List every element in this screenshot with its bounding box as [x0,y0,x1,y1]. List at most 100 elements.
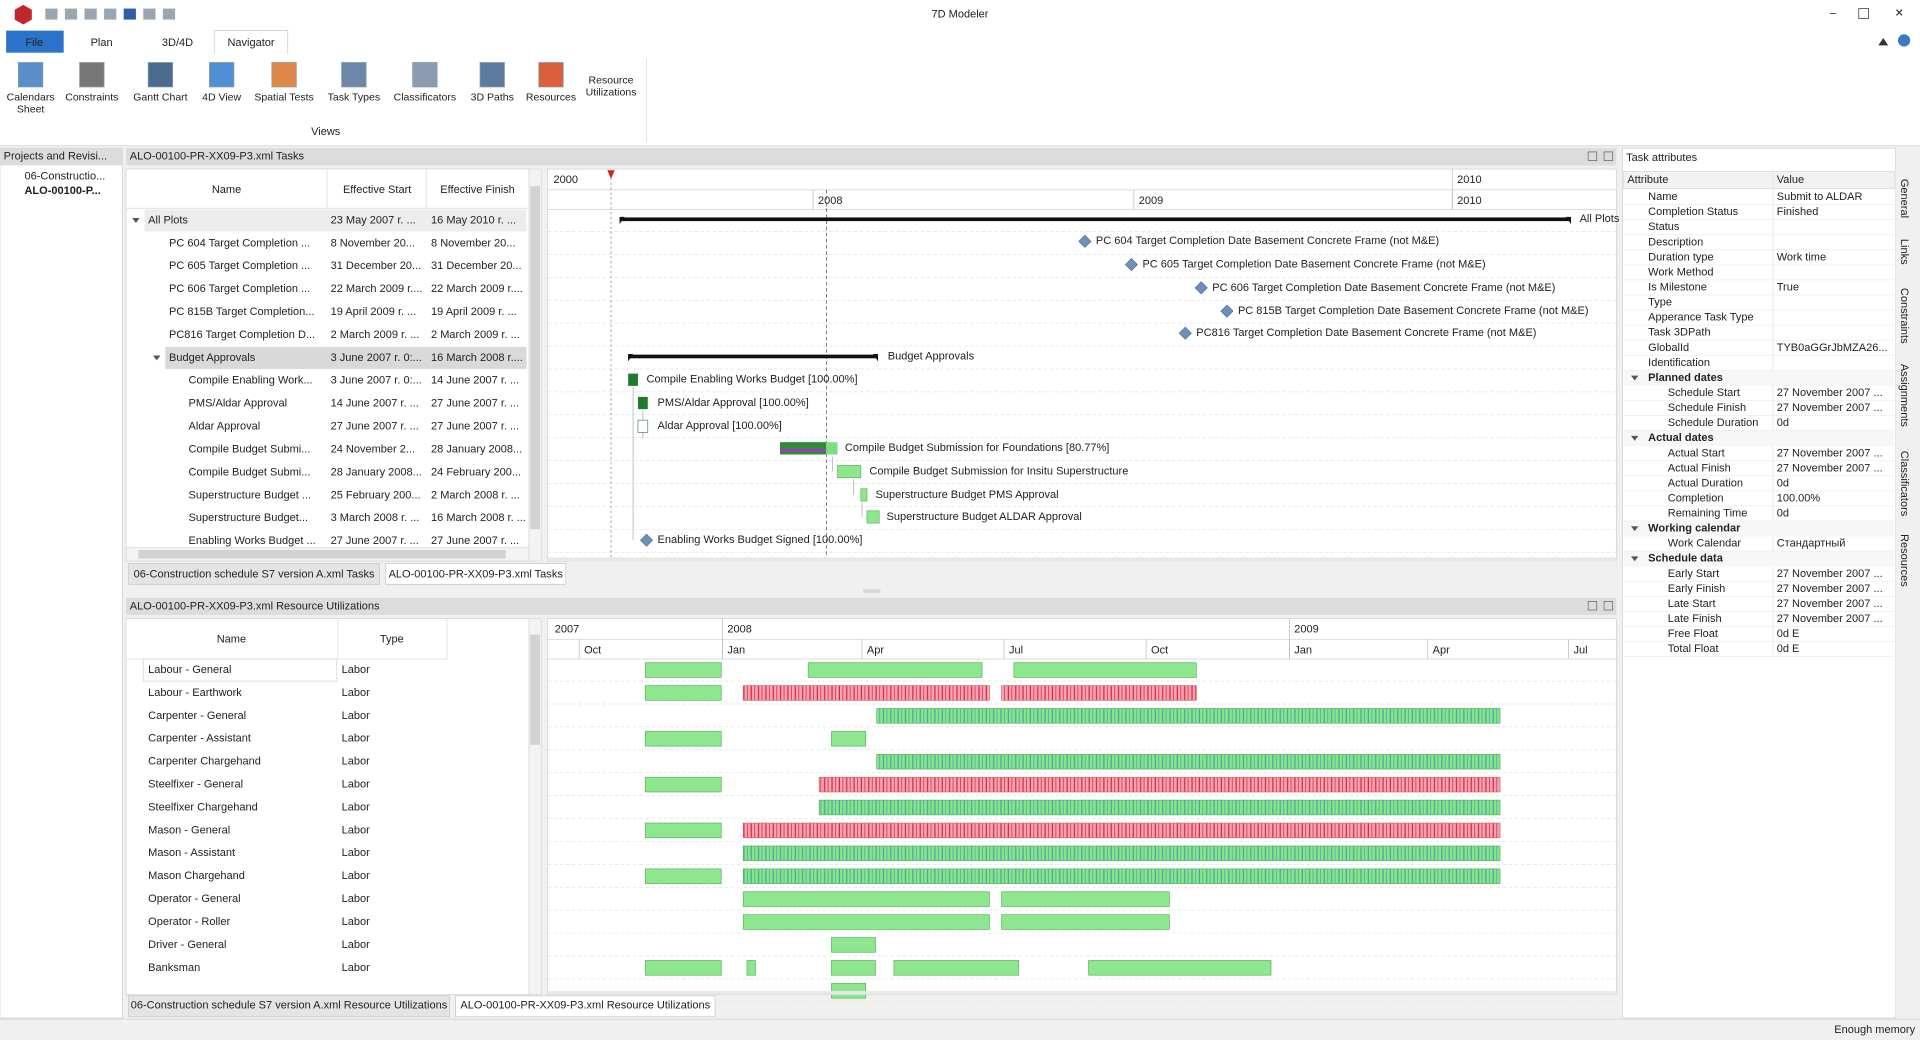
task-bar[interactable] [638,420,648,432]
ribbon-button-icon[interactable] [80,62,104,86]
document-tab-label[interactable]: 06-Construction schedule S7 version A.xm… [134,568,375,580]
side-tab[interactable]: Assignments [1898,364,1910,428]
task-name[interactable]: Compile Budget Submi... [189,443,311,455]
utilization-bar[interactable] [1002,915,1170,930]
utilization-bar[interactable] [645,777,721,792]
ribbon-button[interactable]: Spatial Tests [252,92,316,121]
utilization-bar[interactable] [877,709,1500,724]
resource-name[interactable]: Operator - Roller [148,916,230,928]
quick-access-icon[interactable] [104,9,116,20]
splitter-grip[interactable] [863,589,880,593]
document-tab-label[interactable]: 06-Construction schedule S7 version A.xm… [131,1000,448,1012]
task-name[interactable]: Superstructure Budget... [189,512,308,524]
attribute-group[interactable]: Working calendar [1648,523,1741,535]
scroll-thumb[interactable] [530,186,540,529]
attribute-group[interactable]: Actual dates [1648,432,1714,444]
minimize-button[interactable]: – [1830,7,1837,19]
resource-name[interactable]: Mason - General [148,824,230,836]
utilization-bar[interactable] [645,960,721,975]
project-item[interactable]: ALO-00100-P... [24,185,100,197]
ribbon-button-icon[interactable] [272,62,296,86]
utilization-bar[interactable] [894,960,1019,975]
ribbon-tab[interactable]: File [25,37,43,49]
resource-name[interactable]: Carpenter Chargehand [148,756,261,768]
utilization-bar[interactable] [1014,663,1196,678]
ribbon-button[interactable]: Resources [519,92,583,121]
quick-access-icon[interactable] [143,9,155,20]
task-name[interactable]: PC 604 Target Completion ... [169,237,310,249]
help-icon[interactable] [1898,34,1910,46]
ribbon-button-icon[interactable] [539,62,563,86]
scroll-thumb[interactable] [138,550,505,559]
document-tab-label[interactable]: ALO-00100-PR-XX09-P3.xml Tasks [389,568,564,580]
scroll-thumb[interactable] [530,635,540,745]
resource-name[interactable]: Steelfixer Chargehand [148,801,258,813]
resource-name[interactable]: Operator - General [148,893,240,905]
ribbon-button-label[interactable]: Resources [519,92,583,104]
utilization-bar[interactable] [645,731,721,746]
utilization-bar[interactable] [831,960,875,975]
ribbon-button[interactable]: Resource Utilizations [579,75,643,104]
attribute-group[interactable]: Schedule data [1648,553,1724,565]
task-name[interactable]: PC 606 Target Completion ... [169,283,310,295]
utilization-bar[interactable] [645,686,721,701]
ribbon-button-icon[interactable] [148,62,172,86]
utilization-bar[interactable] [743,823,1500,838]
task-bar[interactable] [867,511,879,523]
resource-name[interactable]: Mason Chargehand [148,870,245,882]
ribbon-button-label[interactable]: 4D View [190,92,254,104]
ribbon-button-label[interactable]: Resource Utilizations [579,75,643,98]
task-name[interactable]: Enabling Works Budget ... [189,535,316,547]
task-name[interactable]: PC816 Target Completion D... [169,329,315,341]
resource-name[interactable]: Labour - Earthwork [148,687,242,699]
utilization-bar[interactable] [743,915,989,930]
quick-access-icon[interactable] [84,9,96,20]
attribute-group[interactable]: Planned dates [1648,372,1723,384]
quick-access-icon[interactable] [124,9,136,20]
task-name[interactable]: All Plots [148,214,188,226]
utilization-bar[interactable] [831,983,865,998]
ribbon-button-icon[interactable] [342,62,366,86]
ribbon-button-icon[interactable] [413,62,437,86]
ribbon-button-label[interactable]: Constraints [60,92,124,104]
ribbon-tab[interactable]: Navigator [227,37,274,49]
task-bar[interactable] [838,465,861,477]
ribbon-button-icon[interactable] [209,62,233,86]
ribbon-button-label[interactable]: Task Types [322,92,386,104]
ribbon-button[interactable]: 4D View [190,92,254,121]
ribbon-button-label[interactable]: Calendars Sheet [0,92,62,115]
utilization-bar[interactable] [645,663,721,678]
quick-access-icon[interactable] [45,9,57,20]
side-tab[interactable]: Resources [1898,534,1910,587]
ribbon-button[interactable]: Task Types [322,92,386,121]
task-name[interactable]: PMS/Aldar Approval [189,398,288,410]
ribbon-button[interactable]: 3D Paths [460,92,524,121]
resource-name[interactable]: Carpenter - Assistant [148,733,251,745]
utilization-bar[interactable] [645,823,721,838]
ribbon-button[interactable]: Constraints [60,92,124,121]
utilization-bar[interactable] [819,777,1500,792]
side-tab[interactable]: General [1898,179,1910,218]
utilization-bar[interactable] [743,686,989,701]
quick-access-icon[interactable] [163,9,175,20]
utilization-bar[interactable] [743,892,989,907]
ribbon-button-label[interactable]: Classificators [393,92,457,104]
task-name[interactable]: Compile Enabling Work... [189,375,313,387]
task-bar[interactable] [861,489,867,501]
utilization-bar[interactable] [831,731,865,746]
side-tab[interactable]: Constraints [1898,288,1910,344]
ribbon-button-label[interactable]: 3D Paths [460,92,524,104]
task-name[interactable]: Superstructure Budget ... [189,489,311,501]
utilization-bar[interactable] [819,800,1500,815]
resource-name[interactable]: Driver - General [148,939,226,951]
utilization-bar[interactable] [1002,892,1170,907]
utilization-bar[interactable] [743,869,1500,884]
resource-name[interactable]: Banksman [148,962,200,974]
task-name[interactable]: PC 605 Target Completion ... [169,260,310,272]
task-name[interactable]: PC 815B Target Completion... [169,306,315,318]
utilization-bar[interactable] [808,663,982,678]
utilization-bar[interactable] [877,754,1500,769]
close-button[interactable]: ✕ [1895,7,1904,19]
utilization-bar[interactable] [743,846,1500,861]
ribbon-button[interactable]: Gantt Chart [129,92,193,121]
